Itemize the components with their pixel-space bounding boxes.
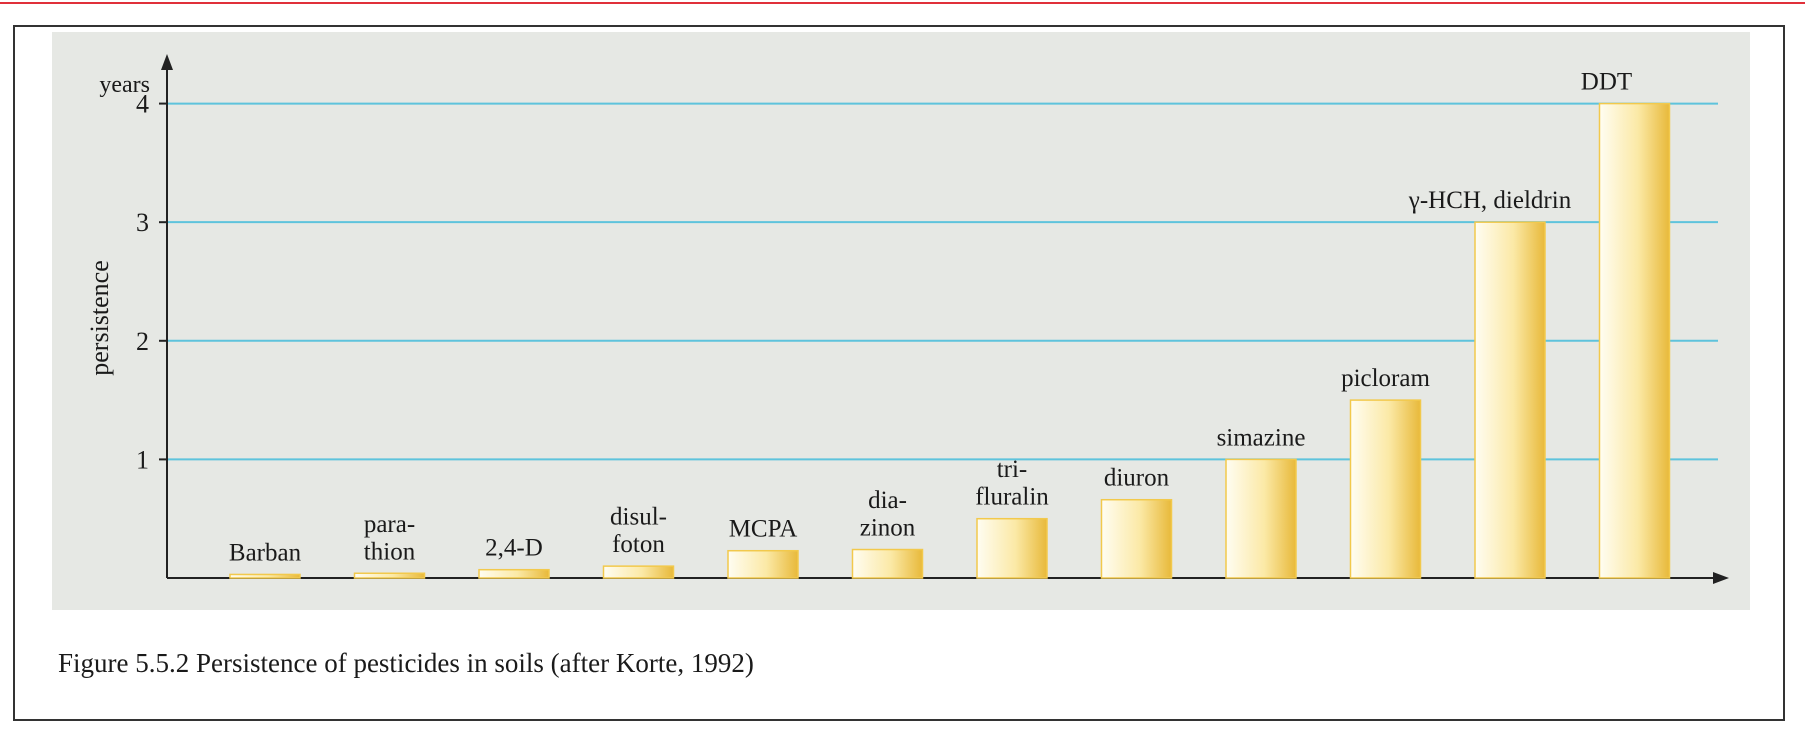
y-axis-arrow — [161, 54, 173, 70]
y-tick-label: 4 — [136, 90, 149, 119]
category-label: simazine — [1217, 424, 1306, 451]
bar — [1598, 102, 1671, 579]
y-tick-label: 3 — [136, 208, 149, 237]
category-label: DDT — [1581, 69, 1632, 96]
bar — [229, 573, 301, 579]
category-label: diuron — [1104, 465, 1170, 492]
y-unit: years — [99, 72, 150, 98]
caption: Figure 5.5.2 Persistence of pesticides i… — [58, 648, 754, 678]
category-label: para-thion — [364, 511, 416, 566]
y-tick-label: 1 — [136, 445, 149, 474]
bar — [1100, 498, 1173, 579]
bar — [727, 549, 799, 579]
bar — [478, 568, 550, 579]
category-label: tri-fluralin — [975, 456, 1049, 511]
bar — [1349, 399, 1422, 579]
bar — [976, 517, 1048, 579]
category-label: 2,4-D — [485, 535, 543, 562]
category-label: disul-foton — [610, 504, 667, 559]
x-axis-arrow — [1713, 572, 1729, 584]
category-label: MCPA — [729, 516, 798, 543]
category-label: dia-zinon — [860, 487, 916, 542]
bar — [602, 565, 675, 579]
y-axis-label: persistence — [85, 260, 114, 376]
category-label: picloram — [1341, 365, 1430, 392]
bar — [1225, 458, 1297, 579]
bar — [353, 572, 426, 579]
bar — [1474, 221, 1546, 579]
category-label: Barban — [229, 539, 302, 566]
category-label: γ-HCH, dieldrin — [1408, 187, 1572, 214]
plot-background — [52, 32, 1750, 610]
bar — [851, 548, 924, 579]
y-tick-label: 2 — [136, 327, 149, 356]
